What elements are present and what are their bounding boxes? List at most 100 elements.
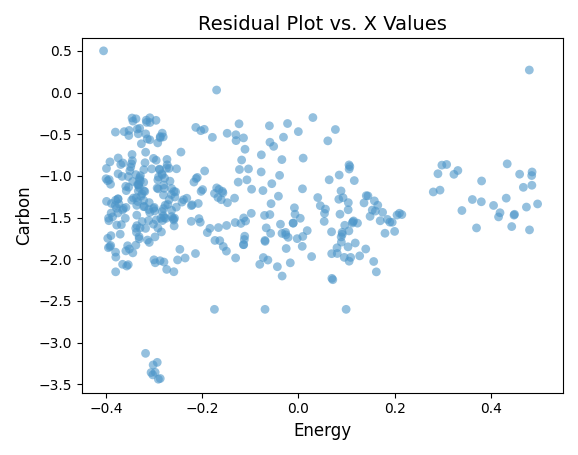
Point (265, 211, 275, 218)
Point (237, 157, 246, 164)
Point (153, 139, 162, 147)
Point (263, 257, 272, 264)
Point (457, 207, 466, 214)
Point (260, 237, 269, 244)
Point (128, 249, 138, 257)
Point (260, 212, 269, 219)
Point (153, 359, 162, 366)
X-axis label: Energy: Energy (294, 422, 351, 440)
Point (261, 238, 270, 245)
Point (262, 224, 271, 232)
Point (149, 155, 158, 162)
Point (155, 166, 164, 173)
Point (269, 143, 278, 150)
Point (172, 165, 181, 172)
Point (388, 218, 397, 226)
Point (372, 268, 381, 276)
Point (124, 173, 133, 180)
Point (145, 114, 154, 121)
Point (453, 167, 462, 174)
Point (346, 254, 355, 261)
Point (336, 187, 346, 195)
Point (124, 132, 134, 139)
Point (214, 224, 223, 231)
Point (266, 230, 275, 237)
Point (288, 220, 298, 227)
Point (157, 208, 166, 215)
Point (231, 137, 240, 144)
Point (230, 194, 239, 202)
Point (126, 163, 135, 171)
Point (495, 209, 505, 217)
Point (348, 219, 357, 227)
Point (339, 194, 348, 202)
Point (136, 177, 145, 185)
Point (156, 215, 165, 222)
Point (247, 210, 256, 217)
Point (261, 306, 270, 313)
Point (218, 189, 228, 197)
Point (141, 149, 150, 156)
Point (279, 133, 288, 141)
Point (159, 205, 168, 212)
Point (292, 235, 302, 242)
Point (167, 185, 176, 192)
Point (266, 200, 276, 207)
Point (331, 126, 340, 133)
Point (239, 134, 248, 142)
Point (327, 250, 336, 258)
Point (127, 151, 136, 158)
Point (151, 216, 161, 223)
Point (142, 119, 151, 126)
Point (528, 168, 537, 176)
Point (477, 177, 486, 185)
Point (242, 176, 251, 183)
Point (162, 165, 171, 172)
Point (155, 134, 165, 142)
Point (187, 217, 196, 225)
Point (328, 276, 338, 283)
Point (255, 261, 264, 268)
Point (240, 236, 249, 243)
Point (101, 175, 110, 182)
Point (234, 178, 243, 186)
Point (154, 185, 163, 192)
Point (290, 211, 299, 218)
Point (265, 122, 274, 129)
Point (320, 210, 329, 217)
Point (132, 202, 142, 209)
Point (113, 154, 123, 162)
Point (117, 173, 127, 180)
Point (167, 213, 176, 220)
Point (138, 218, 147, 225)
Point (510, 211, 519, 218)
Point (257, 151, 266, 158)
Point (198, 186, 208, 193)
Point (390, 228, 399, 235)
Point (169, 188, 179, 195)
Point (120, 128, 129, 135)
Point (108, 213, 117, 221)
Point (361, 245, 370, 253)
Point (131, 115, 140, 122)
Point (257, 168, 266, 176)
Point (353, 219, 362, 227)
Point (132, 194, 141, 202)
Point (265, 139, 275, 146)
Point (259, 254, 268, 261)
Point (106, 209, 116, 217)
Point (155, 257, 165, 264)
Point (231, 254, 240, 262)
Point (140, 203, 149, 210)
Point (275, 172, 284, 179)
Point (133, 181, 142, 188)
Point (128, 178, 138, 185)
Point (105, 158, 114, 166)
Point (392, 212, 402, 219)
Point (344, 227, 354, 234)
Point (267, 180, 276, 187)
Point (298, 185, 307, 192)
Point (288, 219, 298, 227)
Point (128, 157, 137, 164)
Point (116, 231, 125, 238)
